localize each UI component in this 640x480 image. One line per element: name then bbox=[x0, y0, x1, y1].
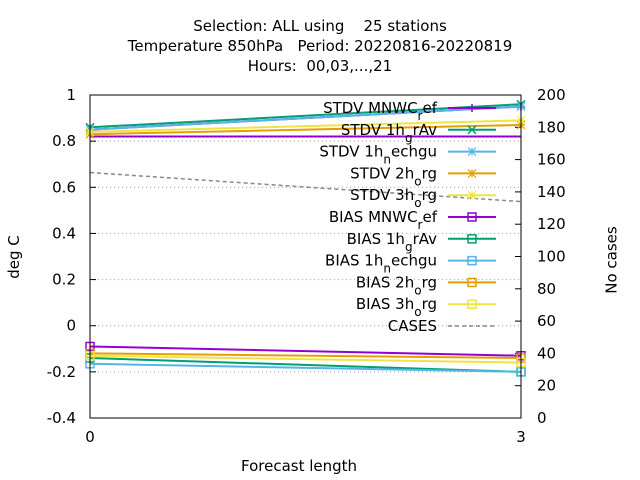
series-line-7 bbox=[89, 362, 522, 373]
legend-label-5: BIAS MNWCref bbox=[329, 208, 438, 232]
legend-marker-2 bbox=[467, 147, 477, 157]
series-line-3 bbox=[89, 123, 522, 136]
y2-tick-label: 100 bbox=[537, 248, 566, 266]
y2-tick-label: 180 bbox=[537, 118, 566, 136]
y2-tick-label: 80 bbox=[537, 280, 556, 298]
legend-label-9: BIAS 3horg bbox=[356, 295, 437, 319]
legend-marker-0 bbox=[468, 104, 476, 112]
y-tick-label: 0.8 bbox=[52, 132, 76, 150]
legend-label-1: STDV 1hgrAv bbox=[341, 121, 437, 145]
legend-label-8: BIAS 2horg bbox=[356, 273, 437, 297]
y2-tick-label: 0 bbox=[537, 409, 547, 427]
legend-label-6: BIAS 1hgrAv bbox=[347, 230, 438, 254]
legend-marker-4 bbox=[467, 190, 477, 200]
legend-marker-8 bbox=[467, 277, 477, 288]
y2-tick-label: 160 bbox=[537, 151, 566, 169]
legend-marker-6 bbox=[467, 234, 477, 244]
legend-label-7: BIAS 1hnechgu bbox=[325, 252, 437, 276]
y-tick-label: 0.2 bbox=[52, 271, 76, 289]
y-tick-label: 0.6 bbox=[52, 178, 76, 196]
legend-marker-1 bbox=[467, 125, 477, 135]
y-tick-label: 0 bbox=[66, 317, 76, 335]
series-line-4 bbox=[89, 119, 522, 133]
x-axis-label: Forecast length bbox=[241, 457, 358, 475]
series-line-2 bbox=[89, 105, 522, 131]
legend-label-2: STDV 1hnechgu bbox=[319, 143, 437, 167]
legend-marker-9 bbox=[467, 299, 477, 309]
y2-tick-label: 40 bbox=[537, 344, 556, 362]
series-line-9 bbox=[89, 354, 522, 364]
legend-label-10: CASES bbox=[388, 317, 437, 335]
y-tick-label: -0.2 bbox=[47, 363, 76, 381]
y2-tick-label: 20 bbox=[537, 377, 556, 395]
y2-tick-label: 120 bbox=[537, 215, 566, 233]
x-tick-label: 0 bbox=[85, 428, 95, 446]
series-line-5 bbox=[89, 345, 522, 357]
legend-label-0: STDV MNWCref bbox=[323, 99, 438, 123]
y2-tick-label: 140 bbox=[537, 183, 566, 201]
series-line-10 bbox=[89, 171, 522, 203]
chart-title-line-3: Hours: 00,03,...,21 bbox=[247, 57, 393, 75]
y-tick-label: 0.4 bbox=[52, 224, 76, 242]
legend-label-4: STDV 3horg bbox=[350, 186, 437, 210]
chart-title-line-1: Selection: ALL using 25 stations bbox=[193, 17, 447, 35]
series-line-8 bbox=[89, 352, 522, 360]
legend-marker-5 bbox=[467, 212, 477, 222]
y2-tick-label: 60 bbox=[537, 312, 556, 330]
legend-marker-7 bbox=[467, 255, 477, 266]
y2-tick-label: 200 bbox=[537, 86, 566, 104]
y-tick-label: -0.4 bbox=[47, 409, 76, 427]
legend-label-3: STDV 2horg bbox=[350, 164, 437, 188]
legend-marker-3 bbox=[467, 168, 477, 178]
y-tick-label: 1 bbox=[66, 86, 76, 104]
x-tick-label: 3 bbox=[516, 428, 526, 446]
chart-title-line-2: Temperature 850hPa Period: 20220816-2022… bbox=[127, 37, 513, 55]
plot-frame bbox=[89, 94, 522, 419]
